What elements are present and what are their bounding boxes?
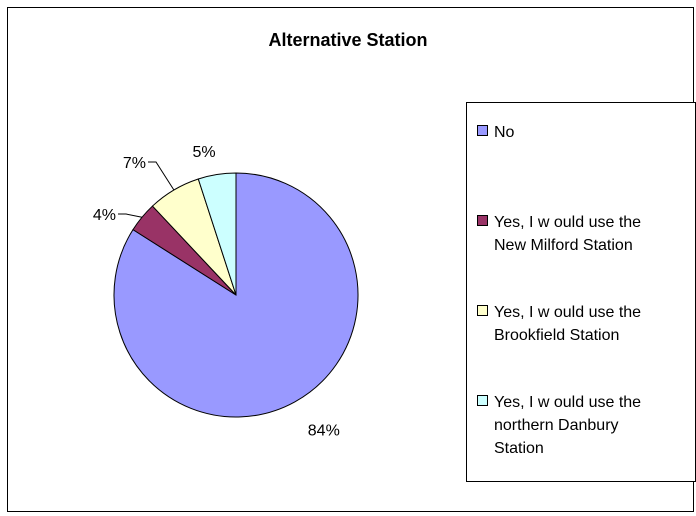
leader-line-brookfield — [148, 161, 175, 191]
data-label-no: 84% — [308, 422, 340, 439]
legend: No Yes, I w ould use the New Milford Sta… — [466, 102, 696, 482]
legend-swatch-no — [477, 125, 488, 136]
legend-swatch-new-milford — [477, 215, 488, 226]
pie-slice-northern-danbury — [197, 172, 237, 296]
legend-label-no: No — [494, 124, 515, 141]
legend-label-northern-danbury: Yes, I w ould use the northern Danbury S… — [494, 394, 642, 457]
data-label-new-milford: 4% — [93, 207, 116, 224]
data-label-northern-danbury: 5% — [192, 144, 215, 161]
data-label-brookfield: 7% — [123, 155, 146, 172]
legend-swatch-brookfield — [477, 305, 488, 316]
legend-swatch-northern-danbury — [477, 395, 488, 406]
chart-title: Alternative Station — [268, 30, 428, 50]
legend-label-brookfield: Yes, I w ould use the Brookfield Station — [494, 304, 642, 344]
leader-line-new-milford — [118, 213, 143, 218]
legend-label-new-milford: Yes, I w ould use the New Milford Statio… — [494, 214, 642, 254]
